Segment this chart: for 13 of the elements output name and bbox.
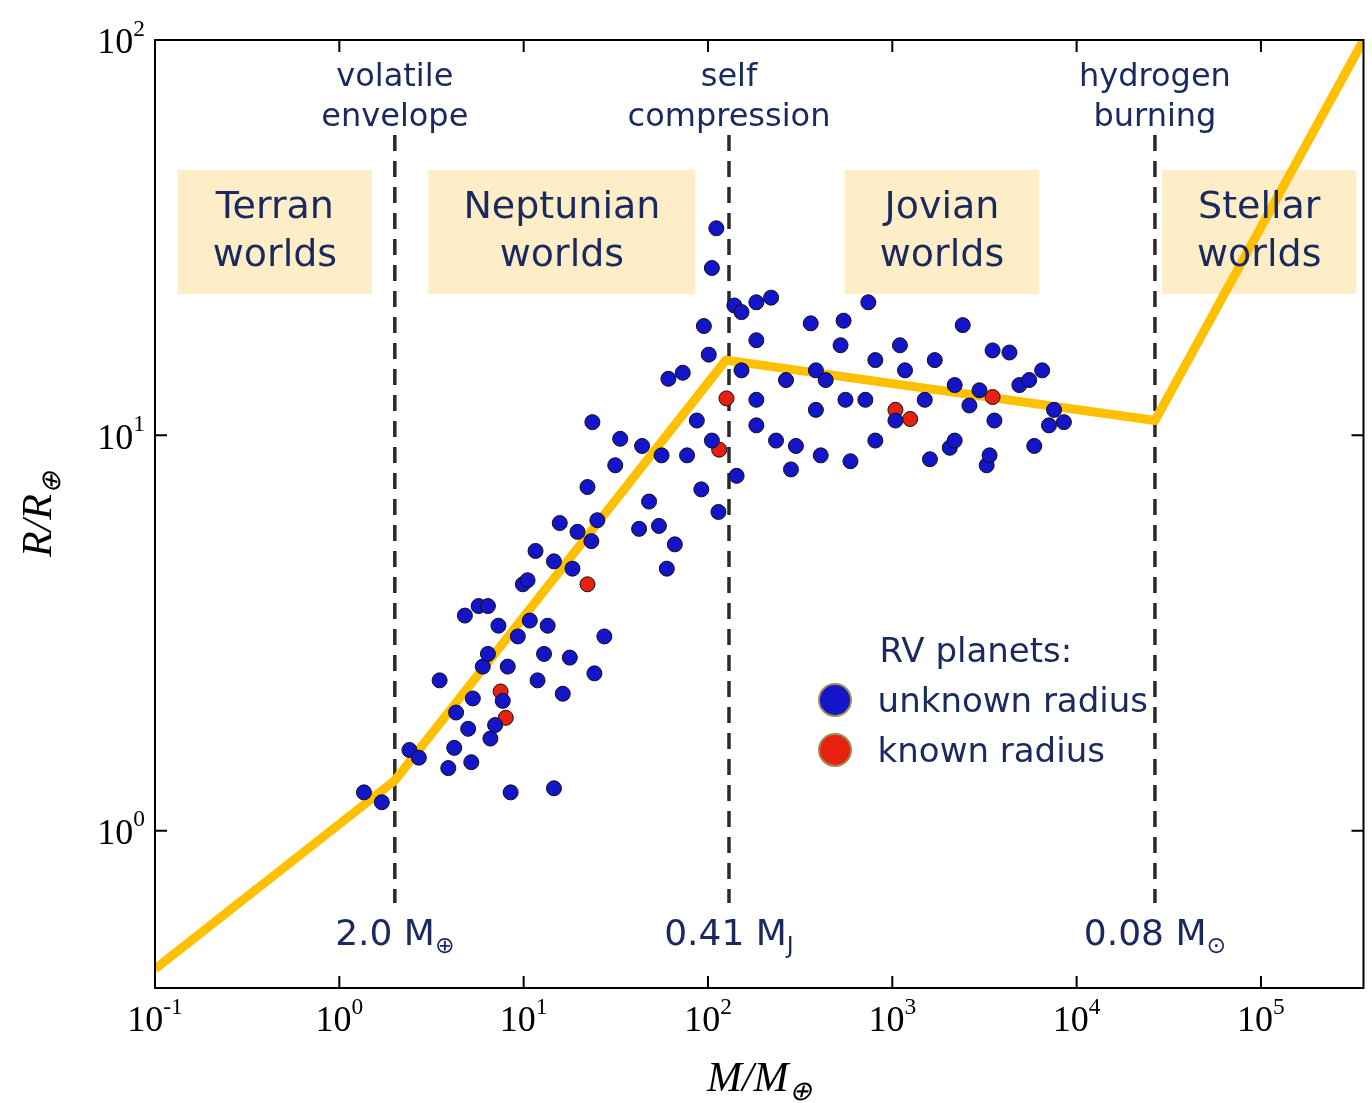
annotation: hydrogen burning: [1079, 56, 1231, 135]
annotation: Jovian worlds: [879, 183, 1005, 275]
annotation: self compression: [627, 56, 831, 135]
ref-line-label: 2.0 M⊕: [335, 912, 455, 959]
legend-label: known radius: [877, 729, 1105, 772]
x-axis-title: M/M⊕: [705, 1054, 812, 1103]
annotation: Terran worlds: [212, 183, 338, 275]
legend-title: RV planets:: [878, 629, 1074, 672]
legend-label: unknown radius: [877, 679, 1148, 722]
annotation: Neptunian worlds: [463, 183, 661, 275]
y-axis-title: R/R⊕: [14, 471, 66, 558]
annotation: volatile envelope: [321, 56, 469, 135]
ref-line-label: 0.08 M⊙: [1083, 912, 1227, 959]
